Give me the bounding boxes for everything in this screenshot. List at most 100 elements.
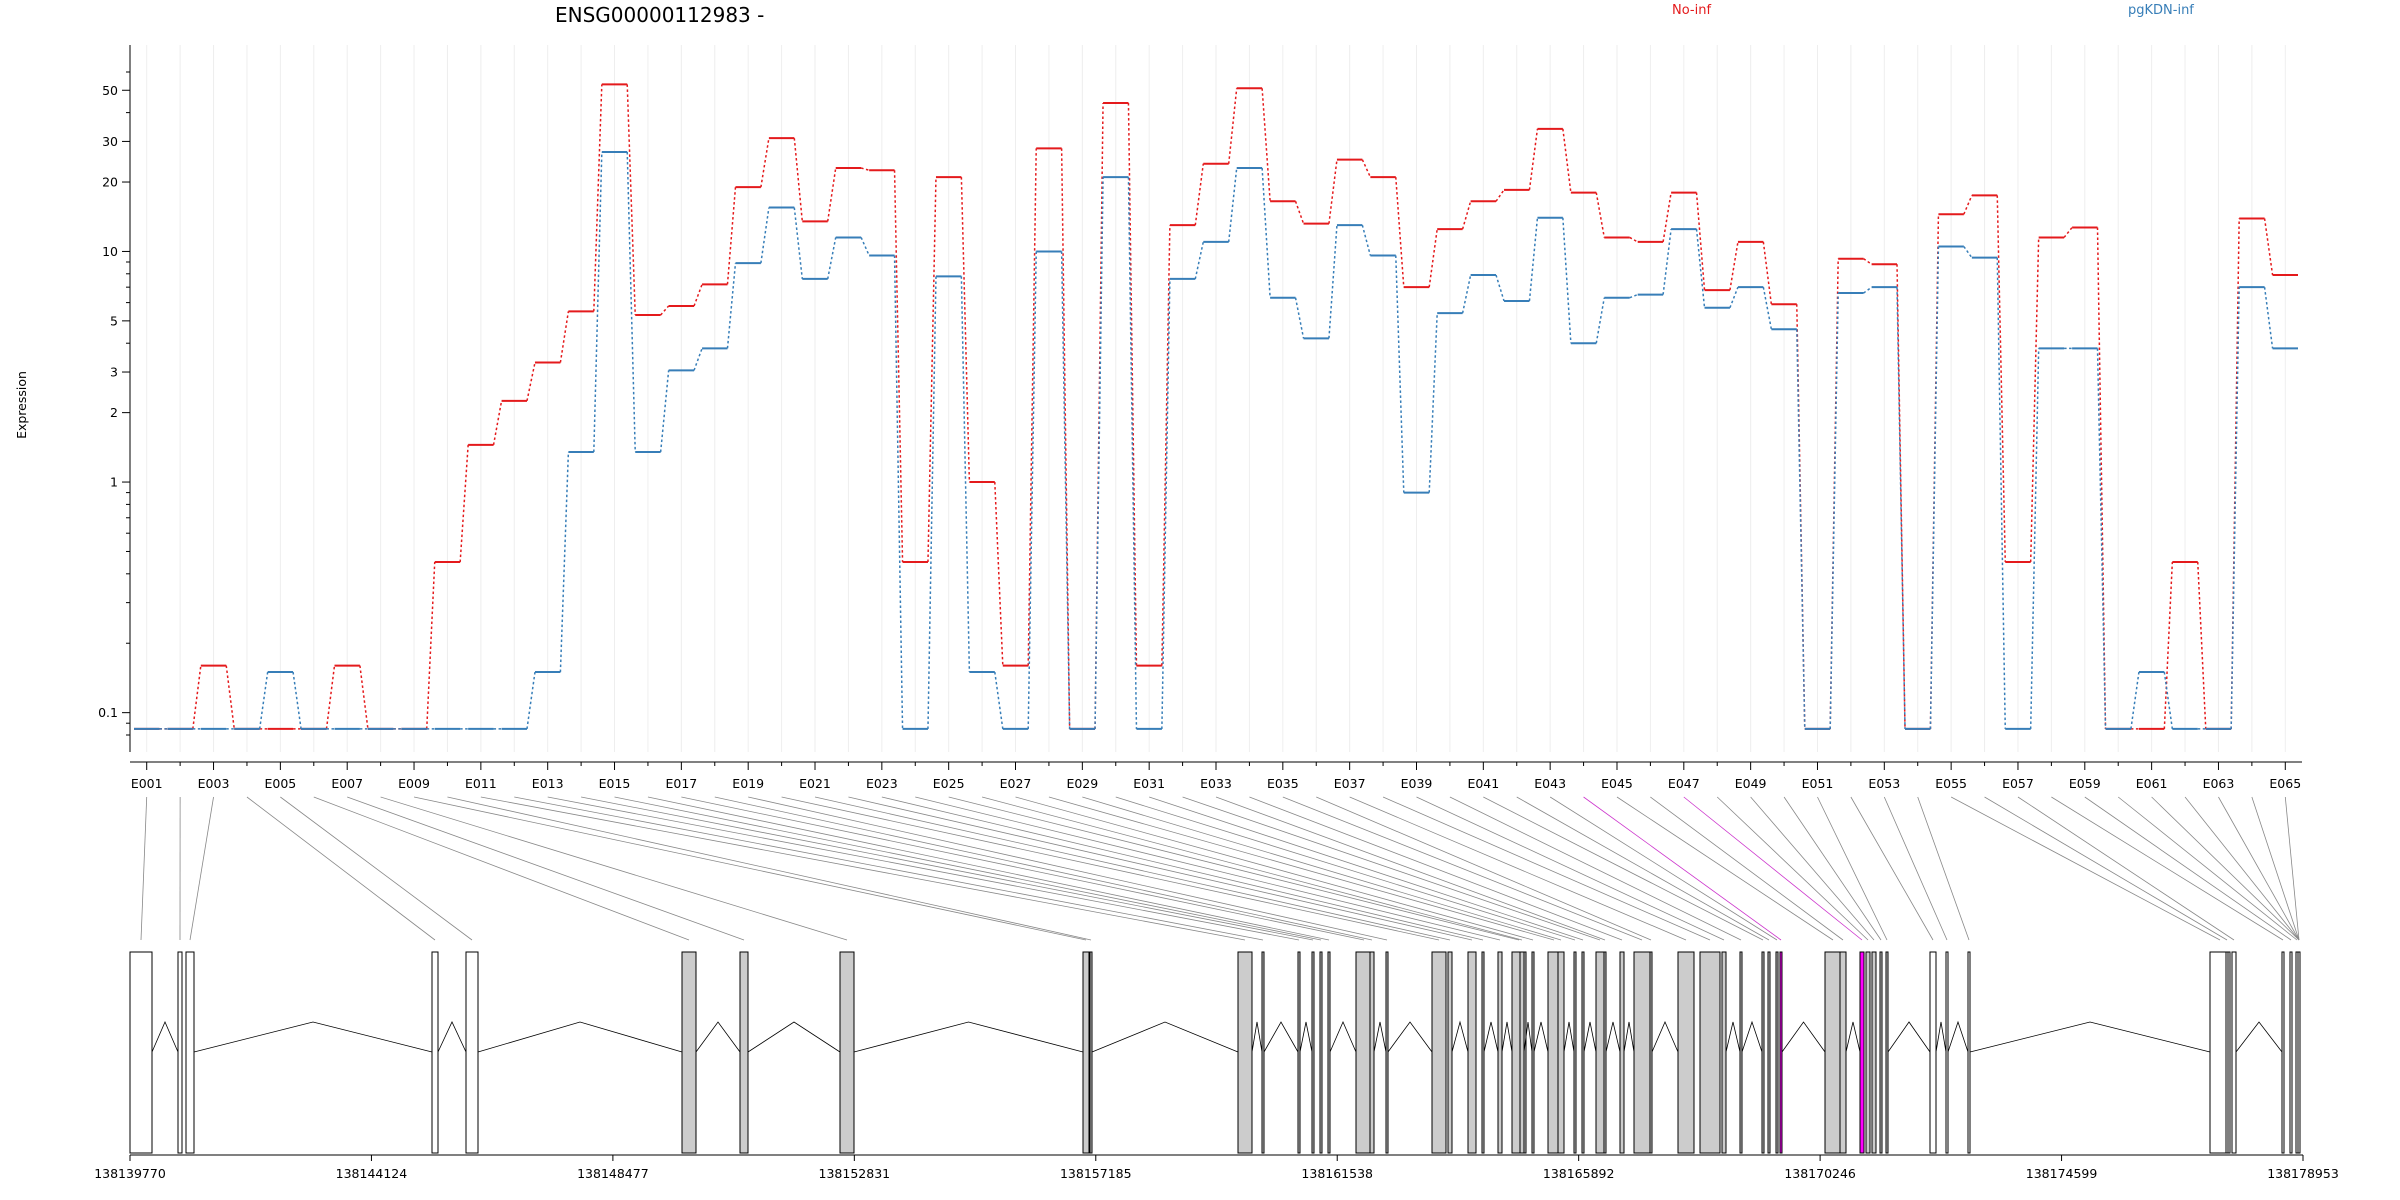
y-tick-label: 5 — [110, 313, 118, 328]
exon-box-E049 — [1871, 951, 1877, 1154]
exon-box-E052 — [1929, 951, 1937, 1154]
connector-E032 — [1182, 796, 1601, 941]
x-tick-label: E013 — [532, 776, 564, 791]
exon-box-E030 — [1573, 951, 1577, 1154]
x-tick-label: E017 — [665, 776, 697, 791]
intron-line — [1605, 1021, 1621, 1053]
exon-box-E015 — [1319, 951, 1323, 1154]
x-tick-label: E053 — [1868, 776, 1900, 791]
connector-E041 — [1483, 796, 1764, 941]
y-tick-label: 2 — [110, 405, 118, 420]
x-tick-label: E019 — [732, 776, 764, 791]
genomic-tick-label: 138139770 — [94, 1166, 166, 1181]
x-tick-label: E055 — [1935, 776, 1967, 791]
genomic-tick-label: 138148477 — [577, 1166, 649, 1181]
connector-E029 — [1082, 796, 1562, 941]
intron-line — [1947, 1020, 1969, 1053]
intron-line — [1623, 1021, 1635, 1053]
exon-box-E037 — [1677, 951, 1695, 1154]
exon-box-E038 — [1699, 951, 1721, 1154]
connector-E034 — [1249, 796, 1623, 941]
connector-E042 — [1516, 796, 1770, 941]
exon-box-E050 — [1879, 951, 1883, 1154]
x-tick-label: E005 — [264, 776, 296, 791]
exon-box-E032 — [1595, 951, 1605, 1154]
y-tick-label: 50 — [102, 83, 118, 98]
connector-E023 — [881, 796, 1484, 941]
x-tick-label: E039 — [1401, 776, 1433, 791]
x-tick-label: E049 — [1735, 776, 1767, 791]
x-tick-label: E043 — [1534, 776, 1566, 791]
exon-box-E011 — [1237, 951, 1253, 1154]
genomic-coordinate-axis: 138139770 138144124 138148477 138152831 1381… — [94, 1154, 2339, 1181]
connector-E021 — [814, 796, 1451, 941]
intron-line — [1483, 1021, 1499, 1053]
genomic-tick-label: 138178953 — [2267, 1166, 2339, 1181]
y-tick-label: 0.1 — [98, 705, 118, 720]
exon-box-E033 — [1603, 951, 1607, 1154]
exon-box-E008 — [839, 951, 855, 1154]
exon-box-E031 — [1581, 951, 1585, 1154]
legend-label-pgkdn-inf: pgKDN-inf — [2128, 3, 2194, 18]
connector-E063 — [2218, 796, 2300, 941]
intron-line — [1651, 1020, 1679, 1053]
exon-box-E039 — [1721, 951, 1727, 1154]
y-tick-label: 3 — [110, 365, 118, 380]
intron-line — [1451, 1020, 1469, 1053]
connector-E012 — [514, 796, 1264, 941]
intron-line — [1263, 1021, 1299, 1053]
connector-E005 — [280, 796, 473, 941]
genomic-tick-label: 138161538 — [1301, 1166, 1373, 1181]
connector-E030 — [1115, 796, 1576, 941]
intron-line — [1329, 1020, 1357, 1053]
connector-E047 — [1683, 796, 1863, 941]
exon-box-E019 — [1385, 951, 1389, 1154]
connector-E001 — [140, 796, 148, 941]
y-axis: 0.1 1 2 3 5 10 20 30 50 — [98, 45, 131, 752]
connector-E051 — [1817, 796, 1888, 941]
exon-box-E047 — [1859, 951, 1865, 1154]
connector-E022 — [848, 796, 1473, 941]
connector-E038 — [1382, 796, 1711, 941]
connector-E015 — [614, 796, 1322, 941]
exon-box-E027 — [1531, 951, 1535, 1154]
genomic-tick-label: 138157185 — [1060, 1166, 1132, 1181]
intron-line — [1387, 1021, 1433, 1053]
x-tick-label: E031 — [1133, 776, 1165, 791]
exon-box-E057 — [2231, 951, 2237, 1154]
intron-line — [1887, 1021, 1931, 1053]
connector-E052 — [1850, 796, 1934, 941]
connector-E006 — [313, 796, 690, 941]
connector-E013 — [547, 796, 1300, 941]
exon-box-E058 — [2281, 951, 2285, 1154]
exon-box-E003 — [185, 951, 195, 1154]
intron-line — [1299, 1021, 1313, 1053]
exon-box-E018 — [1369, 951, 1375, 1154]
connector-E058 — [2051, 796, 2284, 941]
intron-line — [1969, 1021, 2211, 1053]
connector-E024 — [915, 796, 1501, 941]
x-tick-label: E047 — [1668, 776, 1700, 791]
genomic-tick-label: 138174599 — [2026, 1166, 2098, 1181]
connector-E031 — [1149, 796, 1584, 941]
x-tick-label: E035 — [1267, 776, 1299, 791]
exon-box-E005 — [465, 951, 479, 1154]
x-tick-label: E041 — [1467, 776, 1499, 791]
genomic-tick-label: 138170246 — [1784, 1166, 1856, 1181]
y-axis-label: Expression — [14, 371, 29, 439]
connector-E020 — [781, 796, 1440, 941]
exon-connector-lines — [140, 796, 2300, 941]
series-transition-1 — [159, 151, 2274, 730]
intron-line — [1935, 1021, 1947, 1053]
exon-box-E044 — [1779, 951, 1783, 1154]
connector-E049 — [1750, 796, 1875, 941]
exon-box-E023 — [1481, 951, 1485, 1154]
series-level-1 — [134, 150, 2298, 730]
connector-E026 — [981, 796, 1523, 941]
connector-E046 — [1650, 796, 1844, 941]
exon-box-E021 — [1447, 951, 1453, 1154]
exon-box-E043 — [1775, 951, 1779, 1154]
intron-line — [1091, 1021, 1239, 1053]
exon-box-E051 — [1885, 951, 1889, 1154]
